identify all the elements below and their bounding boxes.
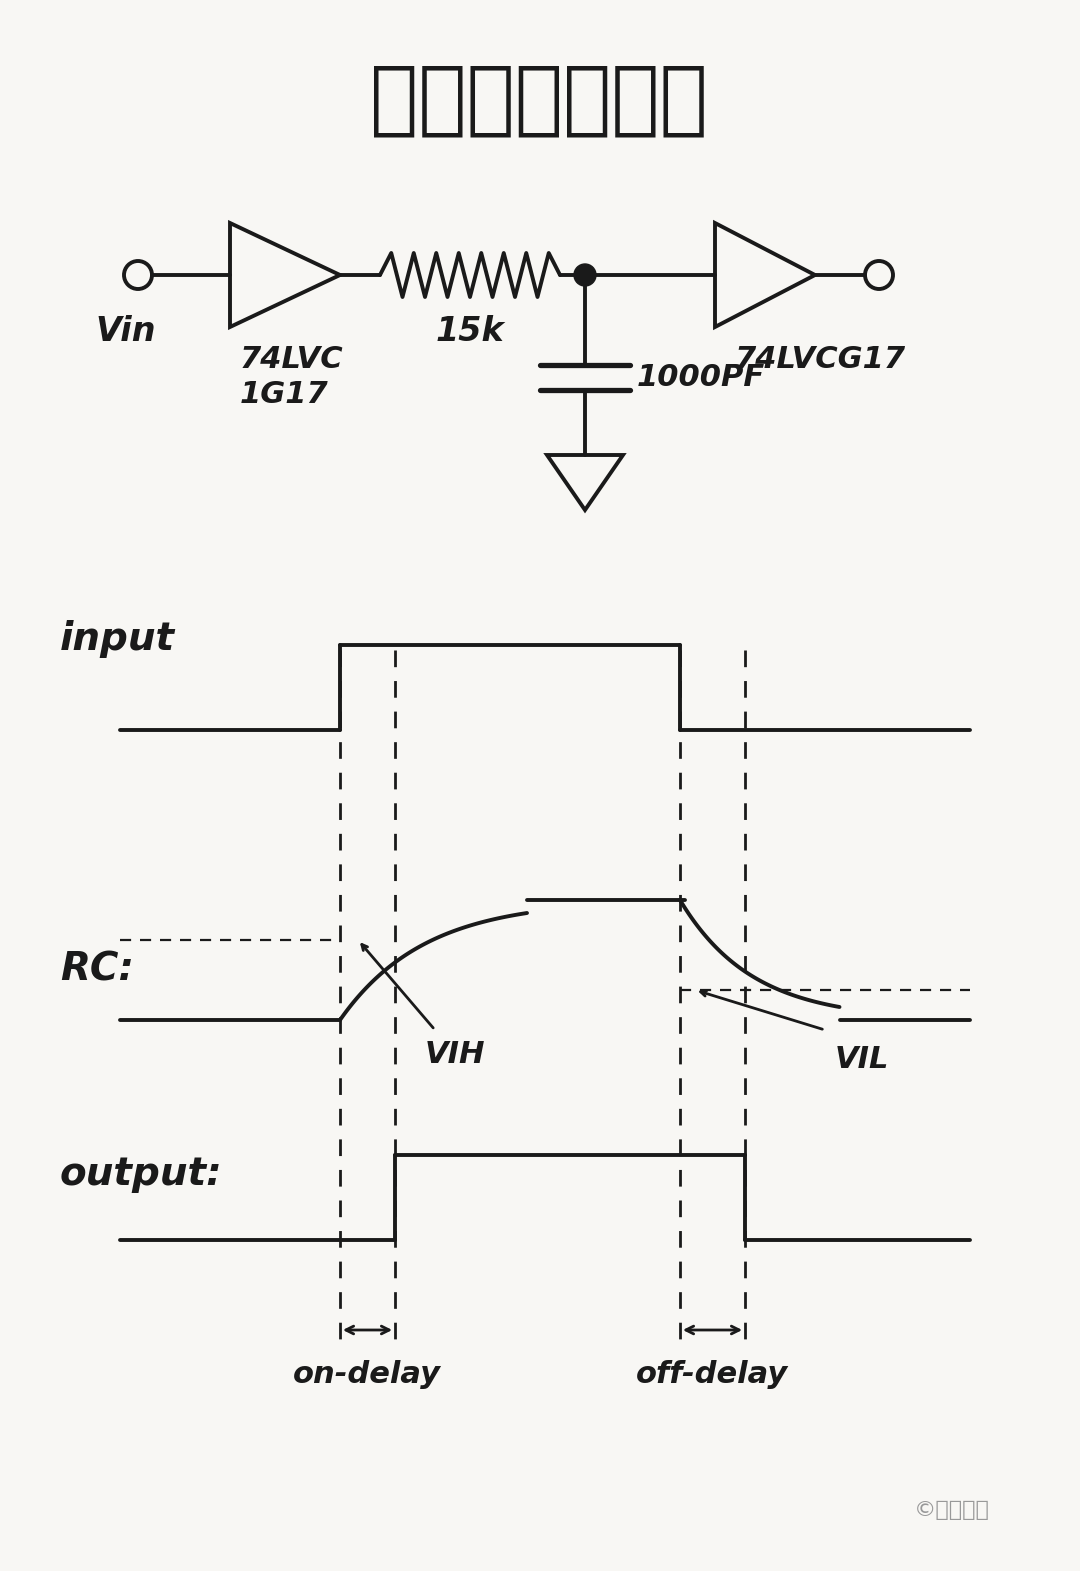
- Text: output:: output:: [60, 1155, 222, 1192]
- Text: VIL: VIL: [835, 1045, 889, 1075]
- Text: input: input: [60, 621, 175, 658]
- Text: 74LVC: 74LVC: [240, 346, 343, 374]
- Circle shape: [573, 264, 596, 286]
- Text: on-delay: on-delay: [293, 1360, 441, 1389]
- Text: 74LVCG17: 74LVCG17: [735, 346, 906, 374]
- Text: ©图说硬件: ©图说硬件: [914, 1500, 990, 1521]
- Text: 15k: 15k: [435, 316, 504, 349]
- Text: 1G17: 1G17: [240, 380, 328, 408]
- Text: 应用：延迟电路: 应用：延迟电路: [370, 61, 707, 138]
- Text: Vin: Vin: [95, 316, 156, 349]
- Text: VIH: VIH: [426, 1040, 486, 1068]
- Text: RC:: RC:: [60, 950, 134, 988]
- Text: 1000PF: 1000PF: [637, 363, 766, 391]
- Text: off-delay: off-delay: [636, 1360, 788, 1389]
